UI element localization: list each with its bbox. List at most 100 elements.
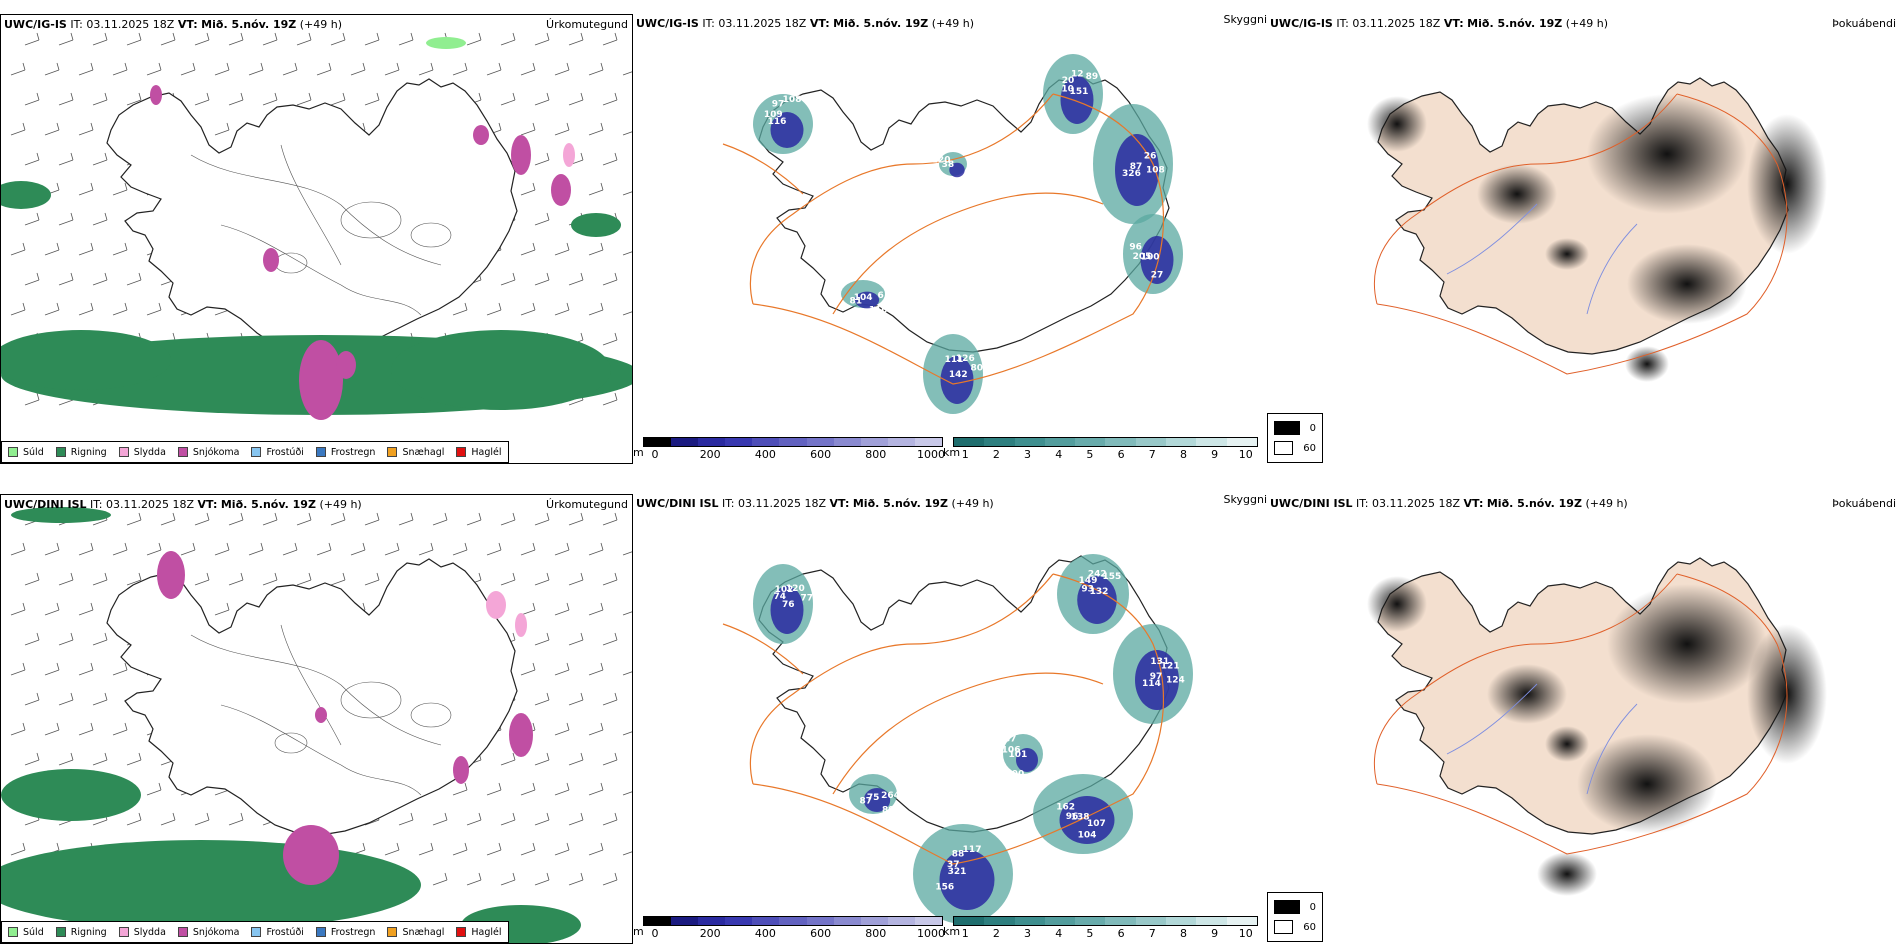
ceiling-value-label: 124: [1166, 676, 1185, 686]
visibility-areas: [753, 54, 1183, 414]
wind-barb: [228, 99, 244, 106]
wind-barb: [112, 189, 128, 196]
wind-barb: [180, 69, 196, 76]
wind-barb: [568, 759, 584, 766]
ceiling-value-label: 77: [800, 593, 813, 603]
value-labels: 132 114 162 117 76 87 87 155 97 96 88 77 75 106 242 124…: [773, 570, 1184, 893]
wind-barb: [24, 759, 40, 766]
fog-area: [1545, 238, 1589, 270]
panel-variable-title: Skyggni: [1223, 14, 1267, 26]
wind-barb: [486, 309, 502, 316]
colorbar-tick-label: 8: [1179, 448, 1187, 461]
colorbar-tick-label: 2: [992, 448, 1000, 461]
colorbar-tick-label: 1000: [917, 448, 945, 461]
visibility-map: 132 114 162 117 76 87 87 155 97 96 88 77 75 106 242 124…: [722, 554, 1193, 924]
legend-item: Snjókoma: [177, 447, 239, 458]
wind-barb: [350, 69, 366, 76]
colorbar-cell: [725, 917, 753, 925]
fog-legend-swatch: [1274, 441, 1294, 455]
colorbar-tick-label: 4: [1055, 927, 1063, 940]
colorbar-tick-label: 3: [1024, 927, 1032, 940]
wind-barb: [214, 69, 230, 76]
fog-area: [1607, 584, 1767, 704]
wind-barb: [588, 69, 604, 76]
wind-barb: [10, 129, 26, 136]
colorbar-cell: [752, 917, 780, 925]
wind-barb: [58, 699, 74, 706]
legend-label: Rigning: [70, 446, 107, 458]
low-ceiling-area: [1115, 134, 1159, 206]
colorbar-cell: [1105, 917, 1136, 925]
legend-item: Snæhagl: [387, 447, 444, 458]
ceiling-value-label: 132: [1090, 587, 1109, 597]
fog-legend-row: 0: [1274, 897, 1316, 917]
colorbar-cell: [671, 917, 699, 925]
wind-barb: [126, 819, 142, 826]
colorbar-unit: m: [633, 925, 644, 938]
legend-swatch: [456, 447, 467, 457]
ceiling-value-label: 104: [854, 293, 873, 303]
colorbar-cells: [953, 916, 1258, 926]
wind-barb: [452, 849, 468, 856]
wind-barb: [330, 99, 346, 106]
wind-barb: [92, 639, 108, 646]
wind-barb: [194, 579, 210, 586]
fog-map: [1367, 77, 1827, 382]
wind-barb: [622, 611, 632, 616]
wind-barb: [112, 549, 128, 556]
snow-area: [511, 135, 531, 175]
snow-area: [150, 85, 162, 105]
ceiling-value-label: 321: [948, 867, 967, 877]
value-labels: 151 326 96 108 142 81 91 89 87 205 97 80 104 120 12 108…: [764, 70, 1165, 380]
fog-legend-label: 0: [1309, 422, 1316, 434]
wind-barb: [78, 309, 94, 316]
ceiling-value-label: 120: [786, 584, 805, 594]
rain-area: [1, 181, 51, 209]
legend-swatch: [315, 927, 326, 937]
rain-area: [1, 330, 171, 390]
wind-barb: [44, 129, 60, 136]
wind-barb: [10, 249, 26, 256]
colorbar-cell: [1166, 438, 1197, 446]
colorbar-cells: [643, 916, 943, 926]
precip-map: [1, 32, 632, 420]
colorbar-tick-label: 200: [699, 448, 721, 461]
colorbar-unit: km: [943, 925, 961, 938]
wind-barb: [58, 759, 74, 766]
wind-barb: [554, 129, 570, 136]
wind-barb: [44, 609, 60, 616]
wind-barb: [248, 69, 264, 76]
legend-swatch: [118, 447, 129, 457]
colorbar-cell: [860, 917, 888, 925]
legend-swatch: [456, 927, 467, 937]
legend-item: Frostúði: [251, 447, 304, 458]
wind-barb: [588, 309, 604, 316]
ceiling-value-label: 27: [1151, 271, 1164, 281]
wind-barb: [24, 99, 40, 106]
wind-barb: [568, 279, 584, 286]
wind-barb: [486, 849, 502, 856]
wind-barb: [78, 669, 94, 676]
wind-barb: [622, 851, 632, 856]
wind-barb: [228, 819, 244, 826]
legend-swatch: [118, 927, 129, 937]
wind-barb: [24, 39, 40, 46]
ceiling-value-label: 162: [1056, 802, 1075, 812]
colorbar-cell: [1075, 438, 1106, 446]
ceiling-value-label: 87: [1004, 734, 1017, 744]
colorbar-tick-label: 800: [865, 448, 887, 461]
wind-barb: [330, 39, 346, 46]
ceiling-value-label: 89: [1086, 72, 1099, 82]
wind-barb: [568, 819, 584, 826]
colorbar-cell: [914, 917, 943, 925]
colorbar-tick-label: 400: [754, 927, 776, 940]
ceiling-value-label: 126: [956, 354, 975, 364]
ceiling-value-label: 87: [1130, 162, 1143, 172]
ceiling-value-label: 138: [1071, 812, 1090, 822]
ceiling-value-label: 264: [881, 791, 900, 801]
ceiling-value-label: 121: [1161, 662, 1180, 672]
wind-barb: [10, 669, 26, 676]
wind-barb: [330, 519, 346, 526]
ceiling-value-label: 117: [963, 845, 982, 855]
wind-barb: [602, 759, 618, 766]
